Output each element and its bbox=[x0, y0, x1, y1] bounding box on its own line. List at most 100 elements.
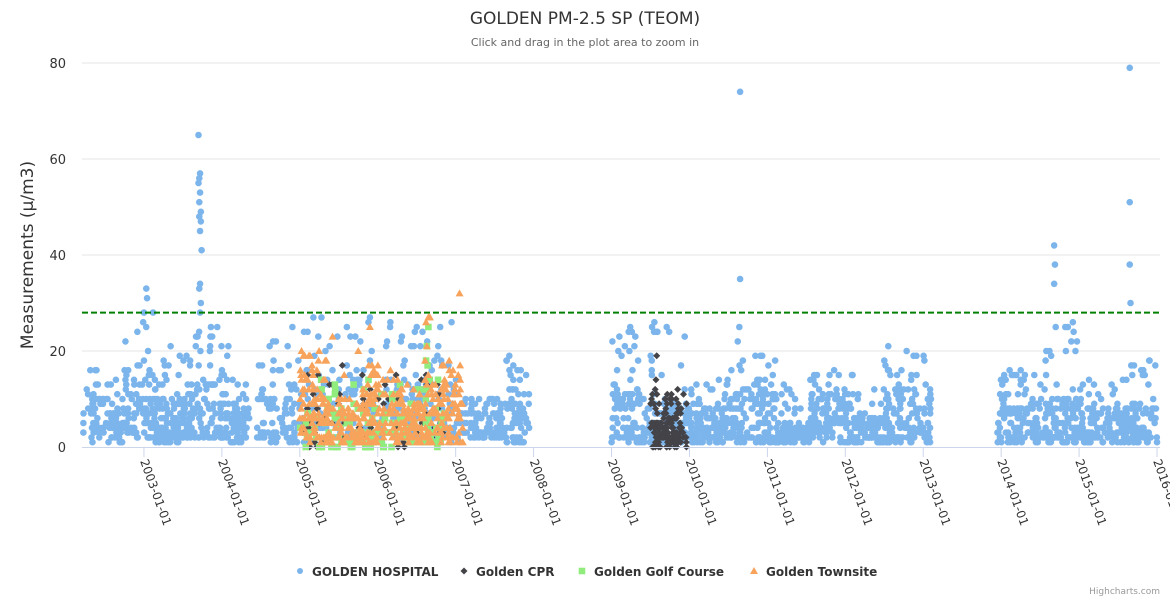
data-point[interactable] bbox=[609, 424, 617, 432]
data-point[interactable] bbox=[1069, 386, 1077, 393]
data-point[interactable] bbox=[475, 410, 482, 417]
data-point[interactable] bbox=[1104, 410, 1112, 417]
data-point[interactable] bbox=[660, 409, 668, 417]
data-point[interactable] bbox=[435, 399, 444, 407]
data-point[interactable] bbox=[324, 409, 333, 417]
data-point[interactable] bbox=[203, 424, 211, 432]
data-point[interactable] bbox=[231, 438, 238, 446]
data-point[interactable] bbox=[1143, 438, 1151, 446]
data-point[interactable] bbox=[811, 414, 819, 422]
data-point[interactable] bbox=[228, 419, 236, 427]
data-point[interactable] bbox=[1079, 414, 1086, 422]
data-point[interactable] bbox=[422, 419, 430, 427]
data-point[interactable] bbox=[658, 371, 665, 379]
data-point[interactable] bbox=[318, 314, 325, 321]
data-point[interactable] bbox=[522, 371, 530, 379]
data-point[interactable] bbox=[829, 434, 836, 441]
data-point[interactable] bbox=[358, 390, 367, 398]
data-point[interactable] bbox=[681, 333, 689, 340]
data-point[interactable] bbox=[405, 423, 414, 431]
data-point[interactable] bbox=[386, 323, 394, 331]
data-point[interactable] bbox=[749, 405, 756, 412]
data-point[interactable] bbox=[1125, 438, 1132, 446]
data-point[interactable] bbox=[1126, 198, 1134, 206]
data-point[interactable] bbox=[813, 371, 821, 379]
data-point[interactable] bbox=[439, 361, 448, 369]
data-point[interactable] bbox=[670, 414, 678, 422]
data-point[interactable] bbox=[408, 419, 417, 426]
data-point[interactable] bbox=[395, 405, 403, 412]
data-point[interactable] bbox=[373, 361, 382, 369]
data-point[interactable] bbox=[1033, 400, 1041, 408]
data-point[interactable] bbox=[778, 390, 785, 398]
data-point[interactable] bbox=[174, 424, 182, 432]
data-point[interactable] bbox=[816, 429, 824, 436]
data-point[interactable] bbox=[450, 385, 459, 393]
data-point[interactable] bbox=[417, 342, 424, 350]
data-point[interactable] bbox=[217, 410, 224, 417]
data-point[interactable] bbox=[823, 400, 831, 408]
data-point[interactable] bbox=[234, 381, 242, 388]
data-point[interactable] bbox=[664, 414, 672, 422]
data-point[interactable] bbox=[90, 390, 97, 398]
data-point[interactable] bbox=[360, 414, 369, 422]
data-point[interactable] bbox=[510, 376, 517, 384]
data-point[interactable] bbox=[1072, 405, 1079, 412]
data-point[interactable] bbox=[357, 338, 364, 345]
data-point[interactable] bbox=[715, 376, 723, 384]
data-point[interactable] bbox=[191, 434, 199, 441]
data-point[interactable] bbox=[307, 429, 314, 436]
legend-item-golden-townsite[interactable]: Golden Townsite bbox=[750, 565, 877, 579]
data-point[interactable] bbox=[682, 433, 690, 441]
data-point[interactable] bbox=[781, 400, 789, 408]
data-point[interactable] bbox=[1108, 381, 1115, 388]
data-point[interactable] bbox=[270, 395, 278, 403]
data-point[interactable] bbox=[1149, 414, 1156, 422]
data-point[interactable] bbox=[675, 424, 683, 432]
data-point[interactable] bbox=[167, 342, 174, 350]
data-point[interactable] bbox=[663, 390, 671, 398]
data-point[interactable] bbox=[197, 218, 205, 225]
data-point[interactable] bbox=[321, 356, 330, 364]
data-point[interactable] bbox=[1126, 261, 1134, 268]
data-point[interactable] bbox=[468, 395, 475, 403]
data-point[interactable] bbox=[733, 390, 741, 398]
data-point[interactable] bbox=[132, 400, 140, 408]
data-point[interactable] bbox=[173, 390, 181, 398]
data-point[interactable] bbox=[95, 395, 103, 403]
data-point[interactable] bbox=[819, 410, 826, 417]
data-point[interactable] bbox=[515, 390, 522, 398]
data-point[interactable] bbox=[520, 390, 528, 398]
data-point[interactable] bbox=[176, 352, 184, 360]
data-point[interactable] bbox=[230, 400, 238, 408]
data-point[interactable] bbox=[468, 410, 475, 417]
data-point[interactable] bbox=[483, 429, 490, 436]
data-point[interactable] bbox=[510, 362, 517, 369]
data-point[interactable] bbox=[196, 227, 204, 235]
data-point[interactable] bbox=[175, 429, 182, 436]
data-point[interactable] bbox=[883, 405, 891, 412]
data-point[interactable] bbox=[324, 428, 333, 436]
data-point[interactable] bbox=[308, 380, 317, 388]
data-point[interactable] bbox=[444, 404, 453, 412]
data-point[interactable] bbox=[306, 351, 315, 359]
data-point[interactable] bbox=[488, 429, 496, 436]
data-point[interactable] bbox=[827, 390, 835, 398]
data-point[interactable] bbox=[763, 390, 771, 398]
data-point[interactable] bbox=[641, 434, 648, 441]
data-point[interactable] bbox=[362, 404, 371, 412]
data-point[interactable] bbox=[291, 419, 298, 427]
data-point[interactable] bbox=[902, 419, 910, 427]
data-point[interactable] bbox=[387, 419, 396, 426]
data-point[interactable] bbox=[1152, 362, 1159, 369]
data-point[interactable] bbox=[1019, 419, 1027, 427]
data-point[interactable] bbox=[779, 424, 787, 432]
data-point[interactable] bbox=[885, 438, 893, 446]
data-point[interactable] bbox=[454, 428, 463, 436]
data-point[interactable] bbox=[665, 328, 673, 336]
data-point[interactable] bbox=[454, 409, 463, 417]
data-point[interactable] bbox=[205, 405, 213, 412]
data-point[interactable] bbox=[352, 333, 359, 340]
data-point[interactable] bbox=[175, 400, 183, 408]
data-point[interactable] bbox=[1085, 376, 1093, 384]
